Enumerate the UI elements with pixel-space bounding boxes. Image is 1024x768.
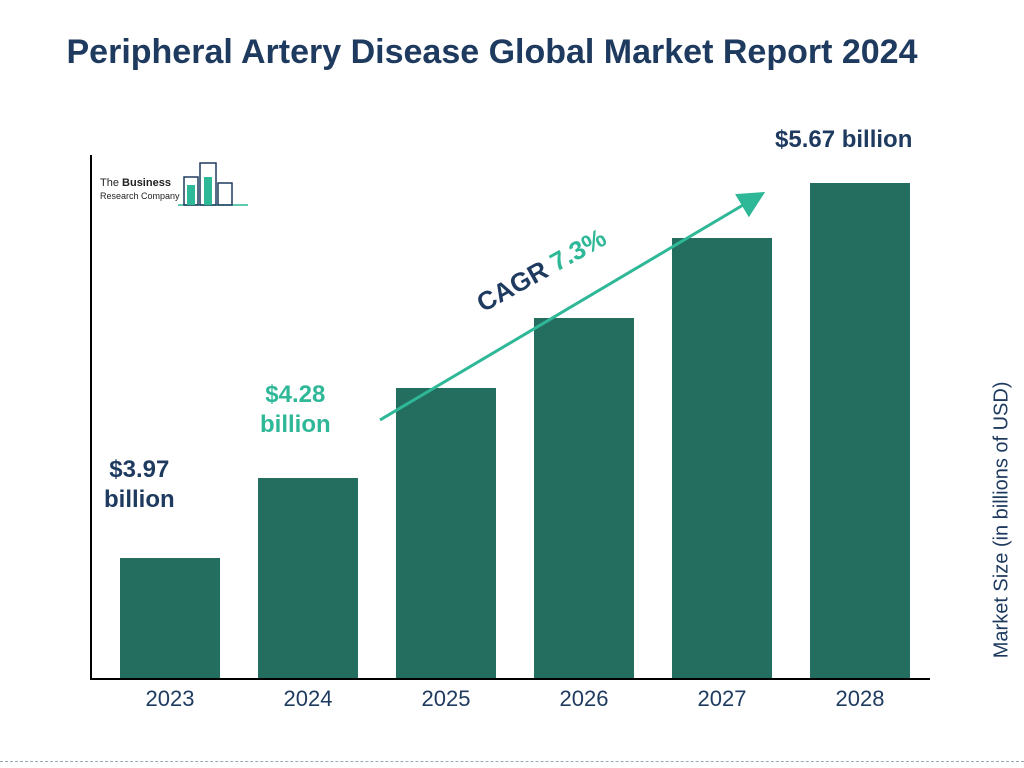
bar-2028: 2028 — [810, 183, 910, 678]
bars-container: 2023 2024 2025 2026 2027 2028 — [90, 155, 930, 678]
bar-2026: 2026 — [534, 318, 634, 678]
chart-area: 2023 2024 2025 2026 2027 2028 — [90, 155, 930, 710]
y-axis-title: Market Size (in billions of USD) — [991, 382, 1014, 659]
bar-rect — [120, 558, 220, 678]
bar-rect — [810, 183, 910, 678]
chart-title: Peripheral Artery Disease Global Market … — [0, 30, 984, 74]
bar-rect — [672, 238, 772, 678]
x-label: 2024 — [284, 686, 333, 712]
value-label-2023: $3.97billion — [104, 455, 175, 515]
bar-2027: 2027 — [672, 238, 772, 678]
footer-divider — [0, 761, 1024, 762]
x-label: 2027 — [698, 686, 747, 712]
value-label-2024: $4.28billion — [260, 380, 331, 440]
value-label-2028: $5.67 billion — [775, 125, 912, 155]
x-label: 2026 — [560, 686, 609, 712]
bar-2024: 2024 — [258, 478, 358, 678]
bar-2023: 2023 — [120, 558, 220, 678]
x-label: 2023 — [146, 686, 195, 712]
bar-rect — [534, 318, 634, 678]
x-label: 2025 — [422, 686, 471, 712]
bar-2025: 2025 — [396, 388, 496, 678]
x-axis-line — [90, 678, 930, 680]
x-label: 2028 — [836, 686, 885, 712]
bar-rect — [396, 388, 496, 678]
bar-rect — [258, 478, 358, 678]
